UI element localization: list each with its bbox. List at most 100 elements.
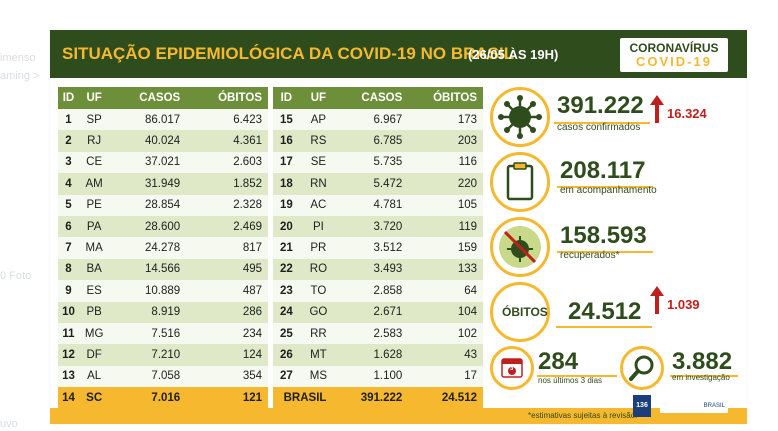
col-obitos: ÓBITOS bbox=[408, 87, 483, 109]
col-obitos: ÓBITOS bbox=[186, 87, 268, 109]
ultimos3-value: 284 bbox=[538, 348, 579, 375]
cell-uf: PA bbox=[78, 215, 110, 238]
divider bbox=[556, 326, 652, 328]
cell-id: 5 bbox=[58, 194, 79, 216]
cell-casos: 2.671 bbox=[337, 301, 409, 323]
cell-casos: 7.516 bbox=[109, 322, 187, 345]
cell-uf: SP bbox=[78, 109, 110, 131]
table-header-row: ID UF CASOS ÓBITOS bbox=[58, 87, 268, 109]
table-row: 23 TO 2.858 64 bbox=[273, 280, 483, 302]
confirmados-value: 391.222 bbox=[557, 92, 644, 119]
cell-id: 24 bbox=[273, 301, 300, 323]
footer-note: *estimativas sujeitas à revisão. bbox=[528, 411, 638, 420]
table-row: 20 PI 3.720 119 bbox=[273, 215, 483, 238]
confirmados-label: casos confirmados bbox=[557, 122, 641, 133]
table-row: 8 BA 14.566 495 bbox=[58, 258, 268, 281]
cell-uf: MS bbox=[299, 365, 338, 388]
magnifier-icon-circle bbox=[620, 346, 664, 390]
cell-casos: 37.021 bbox=[109, 151, 187, 174]
cell-obitos: 234 bbox=[186, 322, 268, 345]
page-title: SITUAÇÃO EPIDEMIOLÓGICA DA COVID-19 NO B… bbox=[62, 44, 515, 63]
cell-id: 10 bbox=[58, 301, 79, 323]
cell-uf: MT bbox=[299, 344, 338, 366]
coronavirus-logo: CORONAVÍRUS COVID-19 bbox=[620, 38, 728, 72]
total-obitos: 24.512 bbox=[408, 387, 483, 409]
clipboard-icon-circle bbox=[490, 152, 550, 212]
cell-casos: 6.785 bbox=[337, 130, 409, 152]
col-uf: UF bbox=[78, 87, 110, 109]
table-row: 4 AM 31.949 1.852 bbox=[58, 173, 268, 195]
gov-logo: BRASIL bbox=[660, 399, 728, 413]
cell-id: 3 bbox=[58, 151, 79, 174]
table-row: 14 SC 7.016 121 bbox=[58, 387, 268, 409]
confirmados-delta: 16.324 bbox=[667, 106, 707, 121]
cell-obitos: 116 bbox=[408, 151, 483, 174]
col-id: ID bbox=[58, 87, 79, 109]
table-row: 18 RN 5.472 220 bbox=[273, 173, 483, 195]
cell-casos: 86.017 bbox=[109, 109, 187, 131]
calendar-icon bbox=[501, 358, 523, 378]
total-label: BRASIL bbox=[273, 387, 338, 409]
cell-id: 19 bbox=[273, 194, 300, 216]
cell-casos: 7.016 bbox=[109, 387, 187, 409]
cell-uf: BA bbox=[78, 258, 110, 281]
table-row: 25 RR 2.583 102 bbox=[273, 322, 483, 345]
cell-uf: ES bbox=[78, 280, 110, 302]
cell-casos: 40.024 bbox=[109, 130, 187, 152]
table-row: 19 AC 4.781 105 bbox=[273, 194, 483, 216]
cell-id: 25 bbox=[273, 322, 300, 345]
table-row: 24 GO 2.671 104 bbox=[273, 301, 483, 323]
table-row: 16 RS 6.785 203 bbox=[273, 130, 483, 152]
cell-casos: 14.566 bbox=[109, 258, 187, 281]
header-bar: SITUAÇÃO EPIDEMIOLÓGICA DA COVID-19 NO B… bbox=[50, 30, 747, 78]
investigacao-label: em investigação bbox=[672, 373, 730, 382]
table-row: 21 PR 3.512 159 bbox=[273, 237, 483, 259]
cell-uf: AL bbox=[78, 365, 110, 388]
table-row: 10 PB 8.919 286 bbox=[58, 301, 268, 323]
cell-casos: 1.100 bbox=[337, 365, 409, 388]
cell-id: 7 bbox=[58, 237, 79, 259]
cell-casos: 4.781 bbox=[337, 194, 409, 216]
cell-id: 12 bbox=[58, 344, 79, 366]
states-table-left: ID UF CASOS ÓBITOS 1 SP 86.017 6.423 2 RJ 40.0… bbox=[58, 87, 268, 409]
cell-id: 1 bbox=[58, 109, 79, 131]
cell-obitos: 119 bbox=[408, 215, 483, 238]
cell-uf: PI bbox=[299, 215, 338, 238]
cell-uf: SE bbox=[299, 151, 338, 174]
col-uf: UF bbox=[299, 87, 338, 109]
magnifier-icon bbox=[629, 355, 654, 381]
cell-uf: CE bbox=[78, 151, 110, 174]
cell-id: 8 bbox=[58, 258, 79, 281]
cell-uf: PR bbox=[299, 237, 338, 259]
cell-uf: DF bbox=[78, 344, 110, 366]
cell-obitos: 286 bbox=[186, 301, 268, 323]
cell-id: 4 bbox=[58, 173, 79, 195]
cell-casos: 5.472 bbox=[337, 173, 409, 195]
logo-top-text: CORONAVÍRUS bbox=[629, 41, 719, 55]
cell-obitos: 17 bbox=[408, 365, 483, 388]
table-row: 22 RO 3.493 133 bbox=[273, 258, 483, 281]
cell-id: 15 bbox=[273, 109, 300, 131]
arrow-up-icon bbox=[650, 95, 664, 123]
divider bbox=[537, 375, 617, 377]
cell-id: 26 bbox=[273, 344, 300, 366]
table-row: 26 MT 1.628 43 bbox=[273, 344, 483, 366]
cell-casos: 3.720 bbox=[337, 215, 409, 238]
cell-casos: 28.854 bbox=[109, 194, 187, 216]
cell-uf: TO bbox=[299, 280, 338, 302]
calendar-number: 3 bbox=[510, 366, 514, 372]
cell-uf: SC bbox=[78, 387, 110, 409]
cell-id: 13 bbox=[58, 365, 79, 388]
divider bbox=[557, 186, 653, 188]
cell-casos: 3.512 bbox=[337, 237, 409, 259]
cell-obitos: 220 bbox=[408, 173, 483, 195]
bg-fragment: imenso bbox=[0, 52, 36, 64]
cell-id: 17 bbox=[273, 151, 300, 174]
table-row: 3 CE 37.021 2.603 bbox=[58, 151, 268, 174]
cell-id: 2 bbox=[58, 130, 79, 152]
divider bbox=[554, 122, 650, 124]
col-casos: CASOS bbox=[337, 87, 409, 109]
logo-bottom-text: COVID-19 bbox=[636, 54, 712, 69]
bg-fragment: 0 Foto bbox=[0, 270, 32, 282]
